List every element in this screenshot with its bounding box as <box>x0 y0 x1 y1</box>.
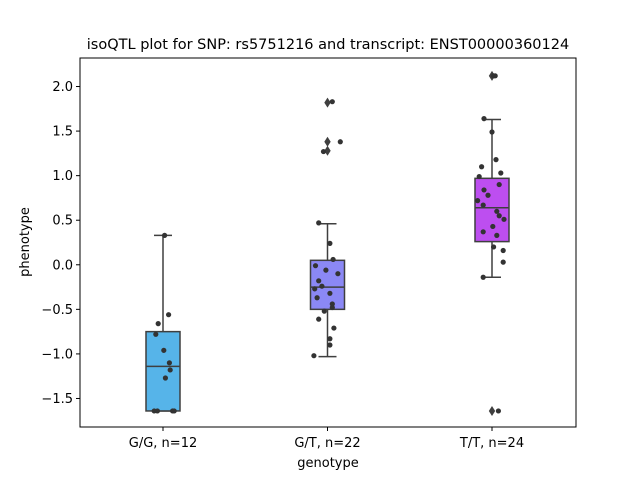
data-point <box>316 220 322 226</box>
data-point <box>153 331 159 337</box>
data-point <box>162 375 168 381</box>
data-point <box>491 73 497 79</box>
y-axis-label: phenotype <box>18 207 33 277</box>
data-point <box>330 256 336 263</box>
chart-title: isoQTL plot for SNP: rs5751216 and trans… <box>87 37 569 53</box>
data-point <box>493 157 499 163</box>
data-point <box>321 308 327 314</box>
data-point <box>485 192 491 198</box>
data-point <box>329 99 335 105</box>
outlier-marker <box>324 145 331 156</box>
data-point <box>329 304 335 311</box>
data-point <box>312 263 319 269</box>
data-point <box>154 408 160 414</box>
outlier-marker <box>488 405 496 416</box>
data-point <box>494 232 500 238</box>
y-tick-label: 0.5 <box>52 214 73 229</box>
data-point <box>171 408 177 414</box>
data-point <box>167 367 173 373</box>
data-point <box>335 271 341 277</box>
y-axis: −1.5 −1.0 −0.5 0.0 0.5 1.0 1.5 2.0 <box>41 80 80 407</box>
data-point <box>312 286 318 292</box>
box-group <box>309 97 346 359</box>
data-point <box>155 321 161 327</box>
data-point <box>327 240 333 246</box>
data-point <box>311 353 317 359</box>
box-group <box>145 232 181 414</box>
y-tick-label: 0.0 <box>52 258 73 273</box>
y-tick-label: −1.5 <box>41 392 73 407</box>
data-point <box>500 247 506 254</box>
data-point <box>496 213 502 219</box>
data-point <box>476 173 482 180</box>
data-point <box>498 170 504 176</box>
data-point <box>481 116 487 122</box>
x-tick-label: G/G, n=12 <box>129 436 197 451</box>
x-axis: G/G, n=12 G/T, n=22 T/T, n=24 <box>129 427 524 451</box>
data-point <box>475 198 481 204</box>
data-point <box>496 181 502 188</box>
data-point <box>480 229 486 235</box>
data-point <box>495 408 501 414</box>
data-point <box>166 360 172 366</box>
data-point <box>327 336 333 342</box>
x-tick-label: T/T, n=24 <box>459 436 524 451</box>
y-tick-label: 1.0 <box>52 169 73 184</box>
data-point <box>316 316 322 322</box>
y-tick-label: 1.5 <box>52 125 73 140</box>
data-point <box>323 267 329 273</box>
data-point <box>316 278 322 284</box>
data-point <box>319 283 325 289</box>
data-point <box>162 232 168 238</box>
x-axis-label: genotype <box>297 456 358 471</box>
data-point <box>500 259 506 265</box>
data-point <box>329 301 335 307</box>
data-point <box>501 216 507 222</box>
data-point <box>490 223 496 230</box>
data-point <box>479 164 485 170</box>
data-point <box>331 325 337 331</box>
x-tick-label: G/T, n=22 <box>294 436 360 451</box>
data-point <box>161 347 167 353</box>
data-point <box>489 129 495 135</box>
outlier-marker <box>324 136 331 147</box>
data-point <box>491 244 497 250</box>
data-point <box>327 290 333 296</box>
data-point <box>337 139 343 145</box>
data-point <box>314 295 320 301</box>
box-group <box>474 70 510 416</box>
iqr-box <box>474 177 510 243</box>
data-point <box>481 187 487 193</box>
data-point <box>320 148 327 155</box>
y-tick-label: 2.0 <box>52 80 73 95</box>
outlier-marker <box>324 97 331 108</box>
data-point <box>494 208 500 214</box>
data-point <box>480 202 486 208</box>
iqr-box <box>145 330 181 412</box>
data-point <box>480 274 486 280</box>
data-point <box>166 312 172 318</box>
plot-area <box>145 70 510 416</box>
y-tick-label: −1.0 <box>41 347 73 362</box>
data-point <box>327 342 333 348</box>
y-tick-label: −0.5 <box>41 303 73 318</box>
